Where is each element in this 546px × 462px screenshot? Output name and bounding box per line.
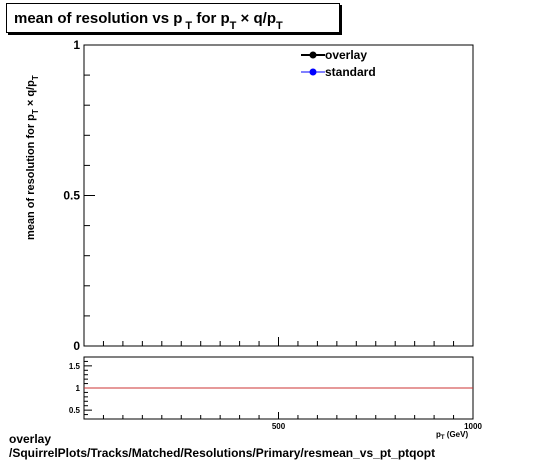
main-y-axis-label: mean of resolution for pT × q/pT [25, 75, 40, 240]
main-y-tick-label: 1 [73, 38, 80, 52]
ratio-x-axis-label: pT (GeV) [436, 430, 468, 441]
main-y-tick-label: 0 [73, 339, 80, 353]
chart-title-box [6, 3, 340, 33]
legend-standard-marker [309, 68, 317, 76]
chart-title: mean of resolution vs p T for pT × q/pT [14, 10, 283, 32]
ratio-x-tick-label: 500 [272, 422, 286, 431]
ratio-x-tick-label: 1000 [464, 422, 482, 431]
legend: overlay standard [301, 48, 376, 79]
main-y-tick-label: 0.5 [63, 189, 80, 203]
main-y-axis: 00.51 [63, 38, 95, 353]
ratio-y-tick-label: 0.5 [69, 406, 81, 415]
ratio-y-tick-label: 1 [76, 384, 81, 393]
ratio-x-axis: 500 1000 [83, 412, 482, 431]
main-x-axis [83, 337, 474, 346]
legend-overlay-marker [309, 51, 317, 59]
footer-path: /SquirrelPlots/Tracks/Matched/Resolution… [9, 446, 436, 460]
main-plot-frame [83, 44, 474, 347]
ratio-y-tick-label: 1.5 [69, 362, 81, 371]
footer-overlay-label: overlay [9, 432, 52, 446]
legend-standard-label: standard [325, 65, 376, 79]
legend-overlay-label: overlay [325, 48, 367, 62]
